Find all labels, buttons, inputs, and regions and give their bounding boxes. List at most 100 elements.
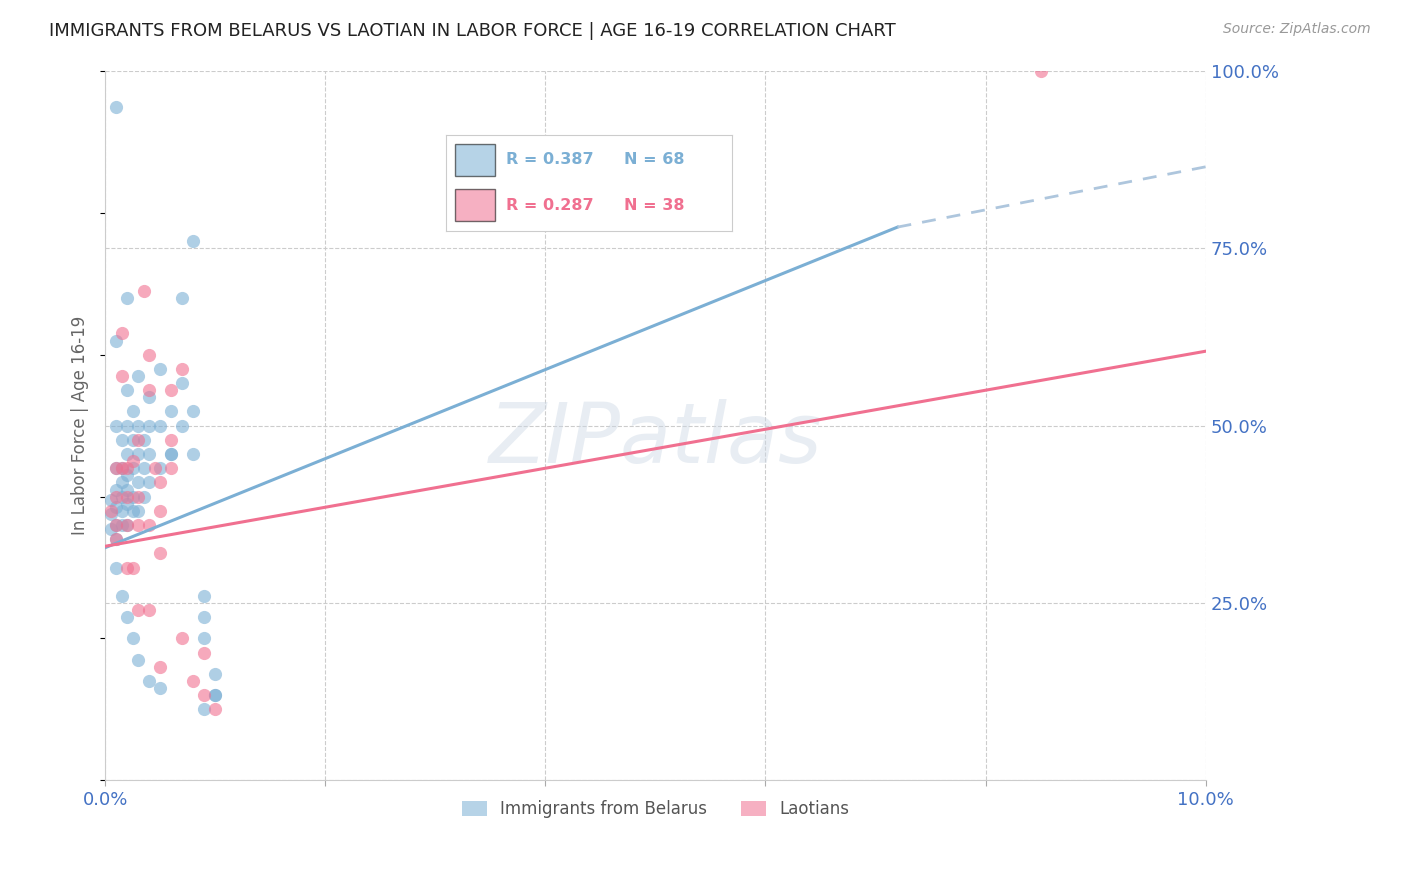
Point xyxy=(193,646,215,660)
Point xyxy=(149,504,172,518)
Point xyxy=(127,490,149,504)
Point xyxy=(138,447,160,461)
Point xyxy=(181,234,204,248)
Legend: Immigrants from Belarus, Laotians: Immigrants from Belarus, Laotians xyxy=(456,794,856,825)
Point xyxy=(115,560,138,574)
Text: IMMIGRANTS FROM BELARUS VS LAOTIAN IN LABOR FORCE | AGE 16-19 CORRELATION CHART: IMMIGRANTS FROM BELARUS VS LAOTIAN IN LA… xyxy=(49,22,896,40)
Point xyxy=(105,461,128,475)
Point xyxy=(121,504,143,518)
Point xyxy=(160,404,183,418)
Point xyxy=(111,326,134,341)
Point xyxy=(105,490,128,504)
Point xyxy=(132,490,155,504)
Point xyxy=(105,518,128,533)
Point xyxy=(105,500,128,515)
Point xyxy=(138,390,160,404)
Point xyxy=(100,508,122,522)
Point xyxy=(121,490,143,504)
Point xyxy=(160,447,183,461)
Point xyxy=(127,433,149,447)
Point xyxy=(115,518,138,533)
Point xyxy=(105,334,128,348)
Point xyxy=(204,702,226,716)
Point xyxy=(138,418,160,433)
Point xyxy=(115,490,138,504)
Point xyxy=(172,362,194,376)
Point xyxy=(138,348,160,362)
Y-axis label: In Labor Force | Age 16-19: In Labor Force | Age 16-19 xyxy=(72,316,89,535)
Point xyxy=(115,418,138,433)
Point xyxy=(105,560,128,574)
Point xyxy=(149,681,172,695)
Point xyxy=(138,518,160,533)
Point xyxy=(160,461,183,475)
Point xyxy=(149,362,172,376)
Point xyxy=(105,483,128,497)
Point xyxy=(111,461,134,475)
Point xyxy=(138,603,160,617)
Point xyxy=(193,702,215,716)
Point xyxy=(121,461,143,475)
Point xyxy=(111,475,134,490)
Point xyxy=(149,461,172,475)
Point xyxy=(111,589,134,603)
Point xyxy=(105,99,128,113)
Point xyxy=(132,433,155,447)
Point xyxy=(149,660,172,674)
Point xyxy=(115,291,138,305)
Point xyxy=(149,475,172,490)
Point xyxy=(160,383,183,397)
Point xyxy=(172,376,194,391)
Point xyxy=(143,461,166,475)
Point xyxy=(115,461,138,475)
Point xyxy=(121,454,143,468)
Point xyxy=(115,610,138,624)
Point xyxy=(115,468,138,483)
Point xyxy=(181,404,204,418)
Point xyxy=(127,447,149,461)
Point xyxy=(105,518,128,533)
Point xyxy=(193,589,215,603)
Point xyxy=(121,404,143,418)
Point xyxy=(105,418,128,433)
Point xyxy=(204,667,226,681)
Point xyxy=(105,532,128,546)
Point xyxy=(127,418,149,433)
Point xyxy=(100,522,122,536)
Text: ZIPatlas: ZIPatlas xyxy=(489,400,823,481)
Point xyxy=(138,475,160,490)
Point xyxy=(121,433,143,447)
Point xyxy=(181,673,204,688)
Point xyxy=(127,475,149,490)
Point xyxy=(115,383,138,397)
Point xyxy=(172,632,194,646)
Point xyxy=(121,560,143,574)
Point xyxy=(100,493,122,508)
Point xyxy=(111,490,134,504)
Point xyxy=(127,369,149,384)
Point xyxy=(149,546,172,560)
Point xyxy=(105,461,128,475)
Point xyxy=(193,632,215,646)
Point xyxy=(172,291,194,305)
Point xyxy=(111,518,134,533)
Point xyxy=(204,688,226,702)
Point xyxy=(111,504,134,518)
Point xyxy=(115,497,138,511)
Point xyxy=(138,673,160,688)
Point xyxy=(1029,64,1052,78)
Point xyxy=(111,433,134,447)
Point xyxy=(127,603,149,617)
Point xyxy=(193,610,215,624)
Point xyxy=(132,461,155,475)
Text: Source: ZipAtlas.com: Source: ZipAtlas.com xyxy=(1223,22,1371,37)
Point xyxy=(127,653,149,667)
Point xyxy=(100,504,122,518)
Point xyxy=(149,418,172,433)
Point xyxy=(160,447,183,461)
Point xyxy=(132,284,155,298)
Point xyxy=(138,383,160,397)
Point xyxy=(127,518,149,533)
Point xyxy=(193,688,215,702)
Point xyxy=(121,632,143,646)
